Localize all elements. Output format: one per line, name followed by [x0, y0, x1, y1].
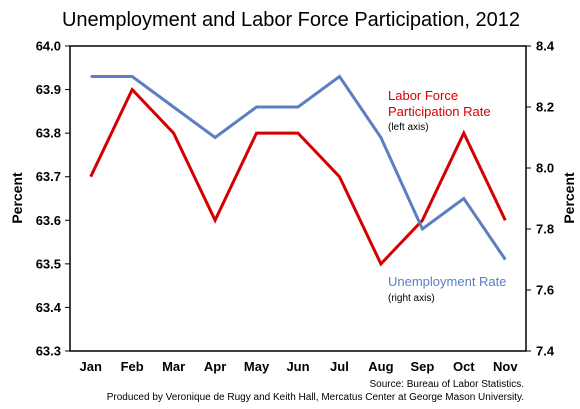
x-tick-label: Sep — [410, 359, 434, 374]
left-tick-label: 63.6 — [36, 213, 61, 228]
source-line-2: Produced by Veronique de Rugy and Keith … — [107, 392, 524, 403]
right-tick-label: 8.2 — [536, 100, 554, 115]
right-axis-ticks: 7.4 7.6 7.8 8.0 8.2 8.4 — [526, 39, 555, 359]
x-tick-label: Aug — [368, 359, 393, 374]
labor-force-participation-line — [89, 86, 507, 267]
x-tick-label: Apr — [204, 359, 226, 374]
lfp-label-line2: Participation Rate — [388, 104, 491, 119]
lfp-label-line1: Labor Force — [388, 88, 458, 103]
left-tick-label: 63.8 — [36, 126, 61, 141]
unemployment-rate-line — [90, 74, 507, 261]
right-tick-label: 8.4 — [536, 39, 555, 54]
x-tick-label: Jan — [80, 359, 102, 374]
x-tick-label: Jul — [330, 359, 349, 374]
unemployment-axis-note: (right axis) — [388, 293, 435, 304]
right-tick-label: 7.4 — [536, 344, 555, 359]
right-tick-label: 8.0 — [536, 161, 554, 176]
left-tick-label: 63.4 — [36, 300, 62, 315]
right-tick-label: 7.6 — [536, 283, 554, 298]
left-tick-label: 64.0 — [36, 39, 61, 54]
left-axis-label: Percent — [9, 172, 25, 224]
x-tick-label: Oct — [453, 359, 475, 374]
left-tick-label: 63.7 — [36, 169, 61, 184]
right-tick-label: 7.8 — [536, 222, 554, 237]
series-layer — [89, 74, 507, 267]
lfp-axis-note: (left axis) — [388, 122, 429, 133]
plot-area — [69, 45, 527, 352]
x-tick-label: Nov — [493, 359, 518, 374]
x-tick-label: Jun — [286, 359, 309, 374]
chart-title: Unemployment and Labor Force Participati… — [62, 9, 520, 31]
source-line-1: Source: Bureau of Labor Statistics. — [369, 379, 524, 390]
x-tick-label: May — [244, 359, 270, 374]
right-axis-label: Percent — [561, 172, 577, 224]
x-tick-label: Feb — [121, 359, 144, 374]
x-tick-label: Mar — [162, 359, 185, 374]
left-tick-label: 63.5 — [36, 256, 61, 271]
left-tick-label: 63.3 — [36, 344, 61, 359]
x-axis-ticks: Jan Feb Mar Apr May Jun Jul Aug Sep Oct Nov — [80, 359, 519, 374]
left-tick-label: 63.9 — [36, 82, 61, 97]
left-axis-ticks: 63.3 63.4 63.5 63.6 63.7 63.8 63.9 64.0 — [36, 39, 70, 359]
unemployment-label: Unemployment Rate — [388, 274, 507, 289]
